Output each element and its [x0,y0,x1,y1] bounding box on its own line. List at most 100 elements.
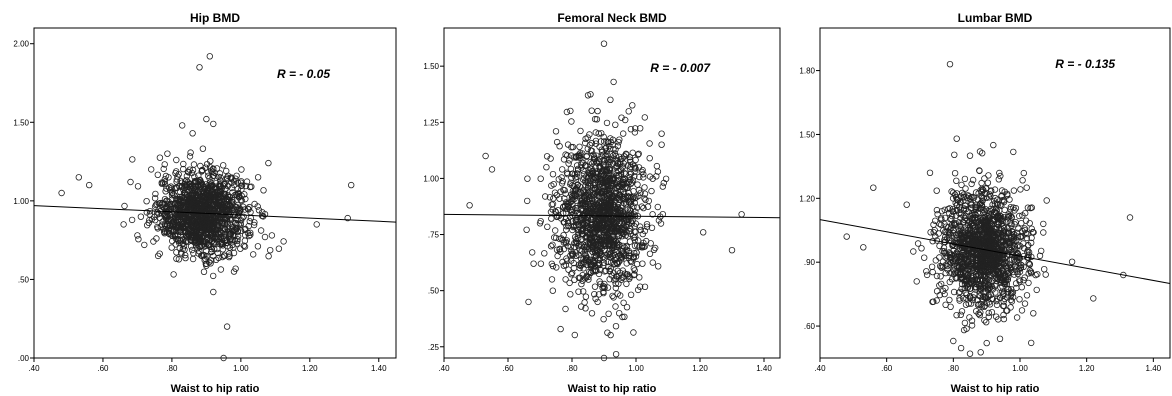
data-point [189,211,197,218]
data-point [578,248,585,255]
data-point [568,271,575,278]
data-point [962,205,969,213]
data-point [348,181,355,189]
data-point [639,260,646,267]
data-point [614,236,621,243]
data-point [993,250,1001,257]
data-point [999,234,1006,241]
data-point [958,181,965,189]
data-point [968,273,975,280]
y-tick-label: 1.50 [423,62,439,71]
data-point [1021,274,1028,281]
data-point [614,203,621,211]
data-point [942,261,950,268]
data-point [578,280,585,288]
data-point [1043,197,1050,204]
data-point [728,246,736,254]
data-point [609,136,617,143]
data-point [268,232,276,239]
data-point [562,261,569,269]
data-point [993,301,1001,309]
data-point [1037,247,1045,255]
data-point [646,173,654,180]
data-point [216,240,224,247]
data-point [238,166,245,173]
data-point [589,170,596,177]
data-point [995,220,1002,228]
data-point [164,150,171,157]
data-point [247,229,254,236]
data-point [960,194,967,201]
data-point [584,255,591,262]
data-point [1036,252,1044,259]
data-point [172,204,179,211]
data-point [181,214,188,222]
data-point [649,211,656,218]
data-point [617,292,624,299]
data-point [964,192,972,199]
data-point [213,202,220,209]
data-point [634,286,642,294]
data-point [582,275,589,282]
data-point [182,254,189,262]
data-point [569,269,576,277]
data-point [222,214,229,222]
data-point [1028,204,1035,211]
data-point [1023,292,1031,299]
data-point [571,239,578,247]
data-point [1025,260,1032,267]
data-point [641,184,648,191]
data-point [989,201,996,208]
data-point [211,189,219,196]
data-point [571,331,578,339]
data-point [981,208,988,215]
y-tick-label: 1.25 [423,118,439,127]
data-point [992,225,999,233]
data-point [578,303,585,310]
data-point [571,187,578,195]
data-point [638,203,645,210]
data-point [601,220,609,227]
data-point [602,152,609,160]
data-point [616,232,623,239]
data-point [1022,229,1030,237]
data-point [134,232,141,239]
data-point [600,283,608,290]
data-point [978,203,986,210]
data-point [641,243,648,250]
data-point [648,187,655,195]
data-point [609,160,617,167]
data-point [185,195,193,202]
data-point [137,213,145,220]
data-point [927,229,934,236]
data-point [176,222,183,229]
data-point [1090,295,1097,302]
data-point [580,261,587,268]
data-point [594,179,602,186]
data-point [964,247,972,254]
data-point [642,196,649,204]
data-point [957,311,964,318]
data-point [524,197,531,205]
data-point [202,219,209,226]
data-point [170,271,177,278]
data-point [156,199,164,207]
data-point [637,125,644,132]
data-point [612,351,620,358]
data-point [255,206,263,214]
data-point [566,157,573,164]
data-point [965,274,972,281]
data-point [951,260,958,267]
data-point [596,180,603,188]
data-point [1005,213,1012,221]
data-point [233,203,240,210]
data-point [591,268,598,275]
data-point [604,284,612,291]
data-point [575,288,582,295]
data-point [613,239,621,246]
data-point [569,143,577,151]
chart-lumbar-bmd: Lumbar BMD Waist to hip ratio .40 .60 .80 1… [799,11,1171,395]
x-tick-label: 1.00 [628,364,644,373]
data-point [614,194,621,201]
data-point [172,241,179,248]
